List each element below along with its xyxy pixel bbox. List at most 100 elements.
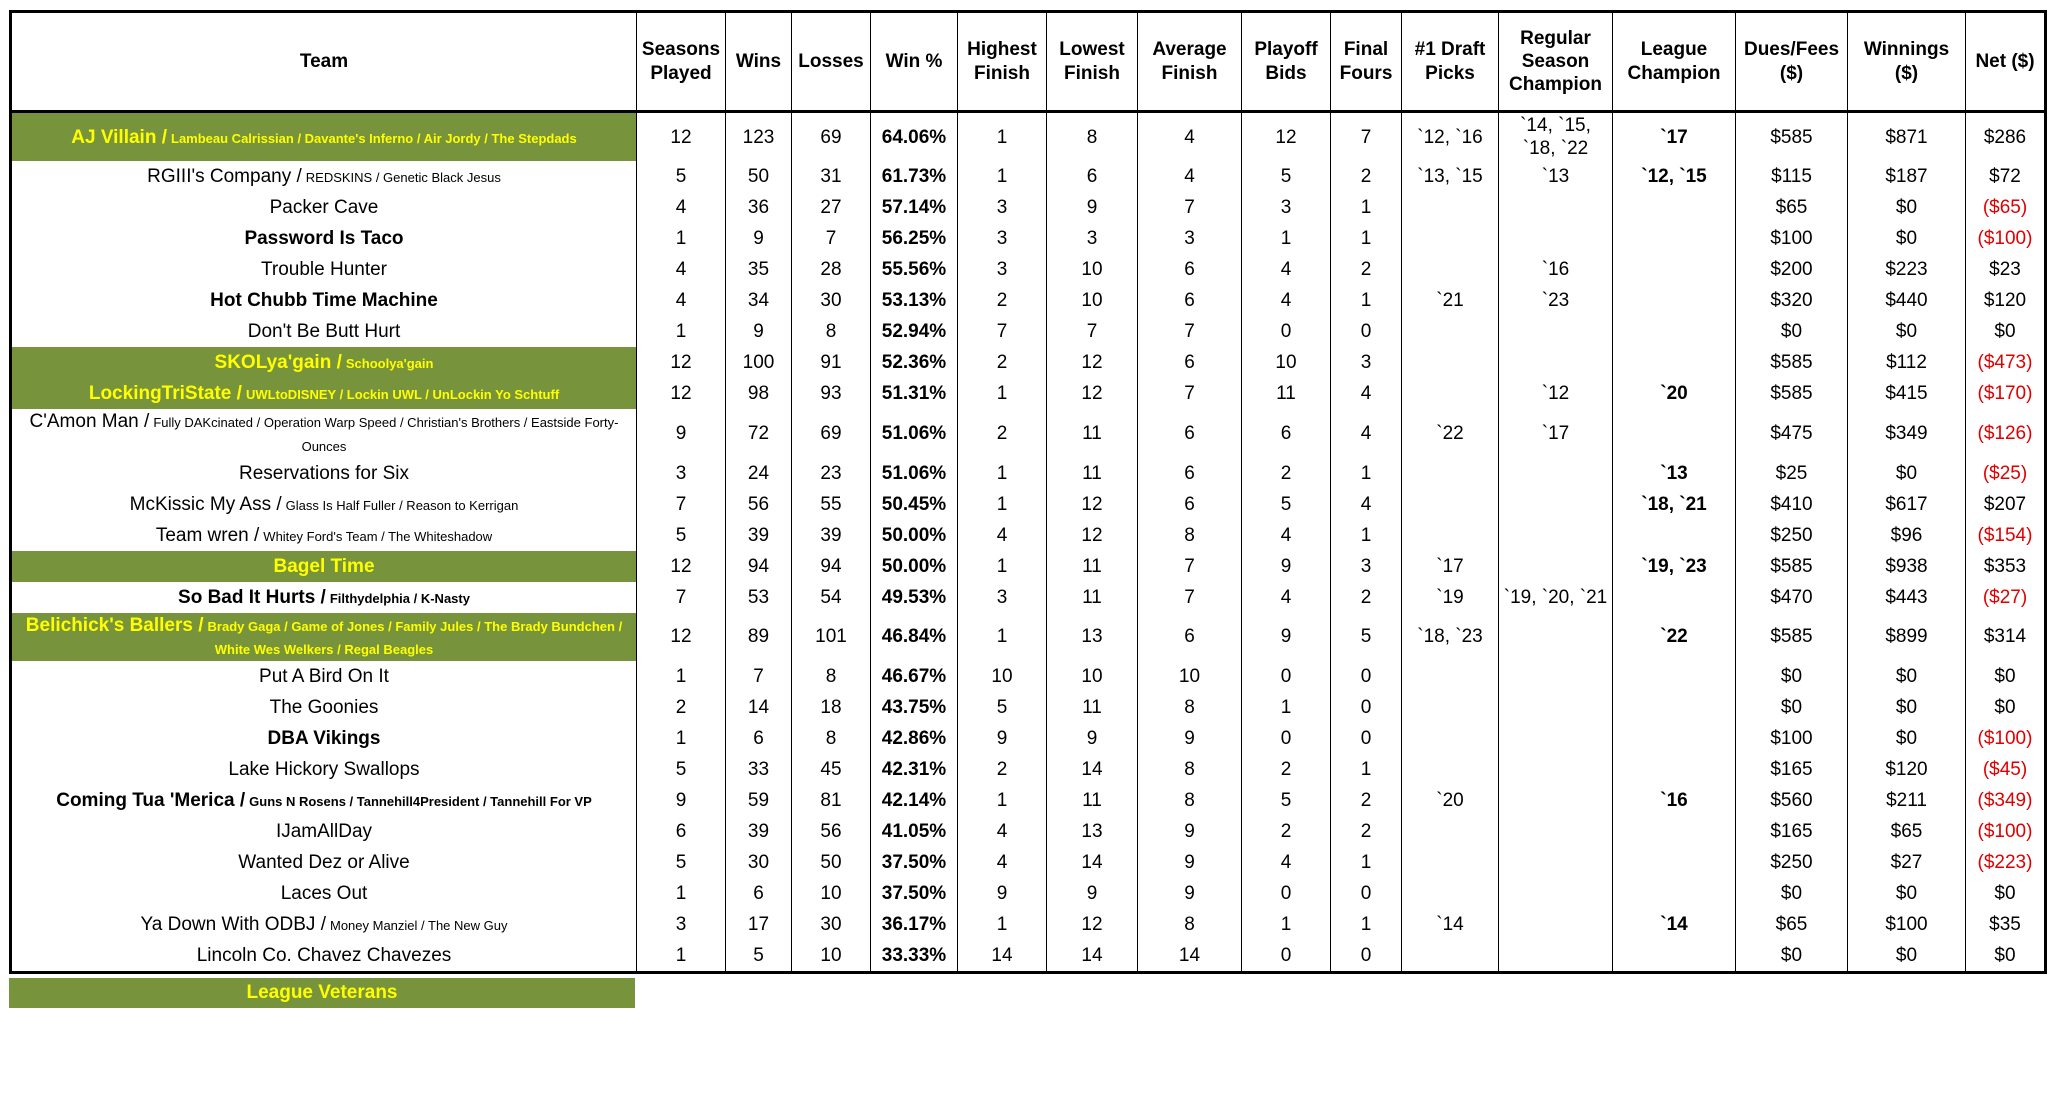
column-header: Regular Season Champion xyxy=(1498,11,1613,113)
stat-cell: 3 xyxy=(1330,550,1402,582)
stat-cell: 5 xyxy=(636,519,726,551)
team-name: C'Amon Man / xyxy=(29,411,150,433)
team-row: Bagel Time 12 94 94 50.00% 1 11 7 9 3 `17 `19, `23 $… xyxy=(10,550,2046,582)
stat-cell: ($154) xyxy=(1965,519,2046,551)
stat-cell: ($100) xyxy=(1965,816,2046,848)
stat-cell: 7 xyxy=(1137,192,1242,224)
team-row: DBA Vikings 1 6 8 42.86% 9 9 9 0 0 $100 $0 ($100) xyxy=(10,723,2046,755)
team-cell: SKOLya'gain / Schoolya'gain xyxy=(10,347,637,379)
stat-cell xyxy=(1401,457,1499,489)
stat-cell: 14 xyxy=(1046,847,1138,879)
team-cell: Password Is Taco xyxy=(10,223,637,255)
stat-cell: 30 xyxy=(725,847,792,879)
stat-cell: 2 xyxy=(957,347,1047,379)
stat-cell: `19 xyxy=(1401,581,1499,613)
standings-table: Team Seasons Played Wins Losses Win % Highest… xyxy=(9,10,2047,975)
sheet: Team Seasons Played Wins Losses Win % Highest… xyxy=(9,10,2047,1009)
stat-cell: 9 xyxy=(957,723,1047,755)
stat-cell: 9 xyxy=(636,785,726,817)
column-header: Team xyxy=(10,11,637,113)
stat-cell: 51.06% xyxy=(870,457,958,489)
team-aliases: REDSKINS / Genetic Black Jesus xyxy=(305,170,501,186)
stat-cell: $120 xyxy=(1965,285,2046,317)
stat-cell: 41.05% xyxy=(870,816,958,848)
stat-cell: 35 xyxy=(725,254,792,286)
stat-cell: 6 xyxy=(1137,347,1242,379)
stat-cell: 12 xyxy=(1046,378,1138,410)
stat-cell: 1 xyxy=(1241,692,1331,724)
stat-cell: 34 xyxy=(725,285,792,317)
stat-cell: `18, `21 xyxy=(1612,488,1736,520)
stat-cell: ($126) xyxy=(1965,409,2046,458)
stat-cell xyxy=(1612,316,1736,348)
stat-cell: 50.45% xyxy=(870,488,958,520)
stat-cell: 4 xyxy=(636,285,726,317)
team-name: Belichick's Ballers / xyxy=(25,614,204,636)
team-cell: Belichick's Ballers / Brady Gaga / Game o… xyxy=(10,612,637,662)
stat-cell xyxy=(1498,347,1613,379)
stat-cell: $96 xyxy=(1847,519,1966,551)
stat-cell: 4 xyxy=(957,519,1047,551)
column-header: Dues/Fees ($) xyxy=(1735,11,1848,113)
stat-cell: 1 xyxy=(1330,192,1402,224)
stat-cell xyxy=(1612,847,1736,879)
stat-cell: $35 xyxy=(1965,909,2046,941)
stat-cell xyxy=(1612,692,1736,724)
stat-cell: $250 xyxy=(1735,847,1848,879)
team-cell: Put A Bird On It xyxy=(10,661,637,693)
stat-cell: 30 xyxy=(791,285,871,317)
stat-cell: `20 xyxy=(1401,785,1499,817)
stat-cell: 13 xyxy=(1046,816,1138,848)
team-name: Wanted Dez or Alive xyxy=(238,851,410,873)
team-aliases: Guns N Rosens / Tannehill4President / Ta… xyxy=(249,793,592,809)
stat-cell xyxy=(1612,519,1736,551)
stat-cell xyxy=(1498,785,1613,817)
team-name: Packer Cave xyxy=(269,197,379,219)
stat-cell: $0 xyxy=(1847,692,1966,724)
stat-cell: $100 xyxy=(1735,223,1848,255)
stat-cell: 0 xyxy=(1330,692,1402,724)
team-cell: Wanted Dez or Alive xyxy=(10,847,637,879)
stat-cell: 9 xyxy=(1241,612,1331,662)
stat-cell: `22 xyxy=(1612,612,1736,662)
stat-cell xyxy=(1612,661,1736,693)
stat-cell: 1 xyxy=(1330,457,1402,489)
table-body: AJ Villain / Lambeau Calrissian / Davante… xyxy=(10,111,2046,973)
stat-cell: $0 xyxy=(1847,457,1966,489)
stat-cell: 8 xyxy=(1137,785,1242,817)
stat-cell: 50.00% xyxy=(870,519,958,551)
stat-cell: 2 xyxy=(1330,816,1402,848)
stat-cell: 50.00% xyxy=(870,550,958,582)
stat-cell: $250 xyxy=(1735,519,1848,551)
stat-cell: 46.84% xyxy=(870,612,958,662)
stat-cell: 4 xyxy=(1330,409,1402,458)
stat-cell: 37.50% xyxy=(870,878,958,910)
stat-cell: 101 xyxy=(791,612,871,662)
stat-cell: 2 xyxy=(1330,785,1402,817)
stat-cell: $0 xyxy=(1735,940,1848,973)
stat-cell xyxy=(1401,661,1499,693)
stat-cell: 9 xyxy=(725,316,792,348)
stat-cell: 2 xyxy=(957,285,1047,317)
stat-cell: $0 xyxy=(1965,940,2046,973)
stat-cell: $0 xyxy=(1965,316,2046,348)
stat-cell: $211 xyxy=(1847,785,1966,817)
stat-cell xyxy=(1401,378,1499,410)
stat-cell: 3 xyxy=(957,192,1047,224)
stat-cell: $187 xyxy=(1847,161,1966,193)
stat-cell: 2 xyxy=(1241,754,1331,786)
stat-cell: 94 xyxy=(791,550,871,582)
stat-cell: $223 xyxy=(1847,254,1966,286)
stat-cell: `22 xyxy=(1401,409,1499,458)
stat-cell xyxy=(1612,816,1736,848)
stat-cell: 30 xyxy=(791,909,871,941)
stat-cell: $440 xyxy=(1847,285,1966,317)
stat-cell: 9 xyxy=(957,878,1047,910)
stat-cell: 5 xyxy=(636,847,726,879)
team-cell: Ya Down With ODBJ / Money Manziel / The N… xyxy=(10,909,637,941)
stat-cell: $415 xyxy=(1847,378,1966,410)
stat-cell: 3 xyxy=(957,223,1047,255)
team-name: LockingTriState / xyxy=(88,383,242,405)
team-name: Ya Down With ODBJ / xyxy=(140,913,326,935)
stat-cell: 7 xyxy=(636,488,726,520)
